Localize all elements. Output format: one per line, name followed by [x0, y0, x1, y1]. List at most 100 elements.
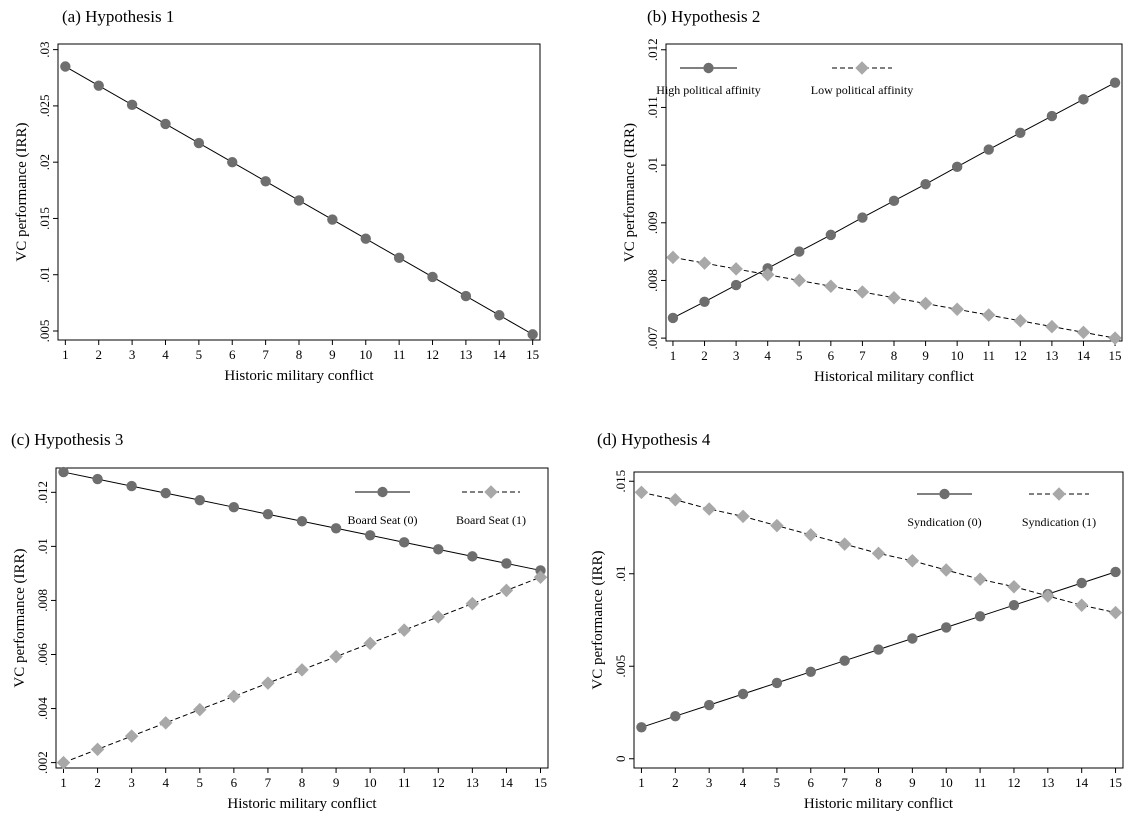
- x-tick-label: 12: [432, 775, 445, 790]
- data-point: [90, 742, 105, 757]
- data-point: [736, 509, 750, 524]
- x-tick-label: 14: [493, 347, 507, 362]
- data-point: [261, 676, 275, 690]
- series-line: [63, 576, 541, 764]
- x-tick-label: 13: [466, 775, 479, 790]
- data-point: [227, 689, 241, 704]
- data-point: [770, 518, 784, 533]
- data-point: [1110, 566, 1121, 578]
- x-tick-label: 2: [672, 775, 679, 790]
- data-point: [262, 509, 274, 520]
- data-point: [667, 312, 679, 324]
- data-point: [431, 610, 446, 624]
- x-tick-label: 8: [299, 775, 306, 790]
- data-point: [1015, 127, 1026, 139]
- data-point: [730, 279, 742, 291]
- x-tick-label: 13: [1041, 775, 1054, 790]
- y-tick-label: .008: [645, 269, 660, 292]
- data-point: [839, 655, 850, 666]
- x-tick-label: 9: [329, 347, 336, 362]
- y-tick-label: .008: [35, 589, 50, 612]
- data-point: [364, 530, 376, 541]
- y-tick-label: .01: [37, 267, 52, 283]
- data-point: [805, 666, 816, 677]
- y-tick-label: .002: [35, 751, 50, 774]
- x-tick-label: 13: [459, 347, 472, 362]
- data-point: [158, 716, 173, 730]
- data-point: [1109, 77, 1121, 88]
- data-point: [126, 480, 137, 492]
- data-point: [702, 502, 716, 516]
- data-point: [825, 229, 837, 241]
- y-axis-label: VC performance (IRR): [590, 550, 606, 689]
- y-tick-label: .015: [37, 207, 52, 230]
- chart-a-svg: 1 2 3 4 5 6 7 8 9 10 11 12 13 14 15.005.01.015.02.025.…: [14, 42, 541, 384]
- data-point: [794, 246, 805, 257]
- x-tick-label: 12: [1014, 348, 1027, 363]
- x-tick-label: 9: [922, 348, 929, 363]
- data-point: [951, 161, 963, 173]
- data-point: [329, 649, 343, 664]
- data-point: [1076, 325, 1091, 340]
- data-point: [60, 61, 71, 72]
- x-tick-label: 6: [808, 775, 815, 790]
- data-point: [227, 156, 238, 168]
- legend-label: Syndication (0): [907, 515, 981, 529]
- data-point: [981, 308, 996, 322]
- data-point: [260, 176, 271, 187]
- x-tick-label: 3: [733, 348, 740, 363]
- data-point: [399, 537, 410, 548]
- y-tick-label: .01: [35, 538, 50, 554]
- x-tick-label: 10: [364, 775, 377, 790]
- chart-title: (b) Hypothesis 2: [647, 7, 761, 26]
- chart-b-svg: 1 2 3 4 5 6 7 8 9 10 11 12 13 14 15.007.008.009.01.011…: [622, 38, 1123, 385]
- x-axis-label: Historic military conflict: [804, 796, 954, 812]
- x-tick-label: 4: [162, 775, 169, 790]
- x-tick-label: 4: [162, 347, 169, 362]
- legend-marker: [855, 61, 869, 75]
- chart-c-svg: 1 2 3 4 5 6 7 8 9 10 11 12 13 14 15.002.004.006.008.01…: [12, 466, 549, 812]
- x-tick-label: 3: [128, 775, 135, 790]
- data-point: [824, 279, 838, 293]
- data-point: [1013, 314, 1028, 328]
- x-tick-label: 12: [1007, 775, 1020, 790]
- legend-marker: [1052, 487, 1066, 501]
- x-tick-label: 10: [940, 775, 953, 790]
- data-point: [58, 466, 69, 478]
- data-point: [792, 273, 807, 288]
- chart-title: (a) Hypothesis 1: [62, 7, 175, 26]
- data-point: [494, 310, 505, 321]
- data-point: [703, 699, 715, 711]
- data-point: [973, 572, 987, 587]
- x-tick-label: 6: [229, 347, 236, 362]
- x-tick-label: 1: [670, 348, 677, 363]
- x-tick-label: 11: [398, 775, 411, 790]
- legend-marker: [939, 488, 950, 500]
- x-tick-label: 5: [774, 775, 781, 790]
- data-point: [873, 644, 884, 655]
- data-point: [56, 755, 71, 770]
- chart-title: (c) Hypothesis 3: [11, 430, 124, 449]
- x-tick-label: 1: [60, 775, 67, 790]
- data-point: [939, 563, 953, 577]
- data-point: [871, 546, 886, 561]
- y-tick-label: .01: [613, 566, 628, 582]
- data-point: [983, 144, 994, 155]
- x-tick-label: 15: [1109, 348, 1122, 363]
- data-point: [887, 290, 901, 305]
- data-point: [1041, 589, 1055, 603]
- data-point: [427, 271, 438, 283]
- x-tick-label: 3: [129, 347, 136, 362]
- data-point: [804, 528, 818, 542]
- x-tick-label: 1: [62, 347, 69, 362]
- x-tick-label: 3: [706, 775, 713, 790]
- data-point: [393, 252, 405, 264]
- y-axis-label: VC performance (IRR): [622, 123, 638, 262]
- x-tick-label: 1: [638, 775, 645, 790]
- data-point: [1007, 579, 1021, 594]
- x-tick-label: 11: [393, 347, 406, 362]
- data-point: [771, 677, 783, 689]
- data-point: [670, 711, 681, 722]
- data-point: [460, 290, 472, 302]
- data-point: [296, 516, 308, 527]
